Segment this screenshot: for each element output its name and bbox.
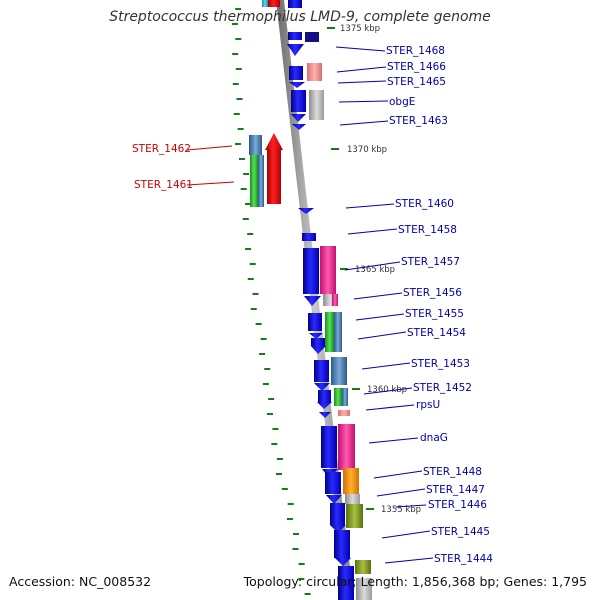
gene-label[interactable]: STER_1457 [401,256,460,268]
gene-label[interactable]: STER_1448 [423,466,482,478]
gene-label[interactable]: STER_1462 [132,143,191,155]
gc-dash [304,593,311,595]
gene-ster1462-arrow [267,150,281,204]
gc-dash [239,158,246,160]
gene-ster1461-color-green [250,155,258,207]
gc-dash [298,578,305,580]
gc-dash [252,293,259,295]
gene-labels: STER_1468 STER_1466 STER_1465 obgE STER_… [132,45,493,565]
gc-dash [240,188,247,190]
gc-dash [244,203,251,205]
gc-dash [272,428,279,430]
gc-dash [259,353,266,355]
gene-label[interactable]: STER_1444 [434,553,493,565]
gc-dash [249,263,256,265]
gc-dash [292,533,299,535]
gc-dash [242,218,249,220]
gc-dash [234,143,241,145]
gene-ster1462-arrowhead [265,133,283,150]
gene-label[interactable]: STER_1468 [386,45,445,57]
gc-dash [235,38,242,40]
gc-dash [262,383,269,385]
map-title: Streptococcus thermophilus LMD-9, comple… [109,9,491,25]
accession-text: Accession: NC_008532 [9,574,152,589]
gene-label[interactable]: STER_1460 [395,198,454,210]
gc-dash [232,83,239,85]
gene-label[interactable]: STER_1453 [411,358,470,370]
tick-label: 1360 kbp [367,385,407,395]
gene-label[interactable]: STER_1447 [426,484,485,496]
gene-label[interactable]: STER_1466 [387,61,446,73]
tick-label: 1355 kbp [381,505,421,515]
gc-dash [231,23,238,25]
tick-label: 1365 kbp [355,265,395,275]
topology-text: Topology: circular; Length: 1,856,368 bp… [243,574,587,589]
gc-dash [276,473,283,475]
gc-dash [286,518,293,520]
gc-dash [281,488,288,490]
gc-content-track [231,8,311,595]
gc-dash [271,443,278,445]
gene-ster1461-color-steel [249,135,262,155]
gene-label[interactable]: STER_1445 [431,526,490,538]
gene-ster1461-color-steel2 [258,155,264,207]
gc-dash [247,278,254,280]
gc-dash [247,233,254,235]
gene-label[interactable]: STER_1463 [389,115,448,127]
gene-label[interactable]: STER_1454 [407,327,466,339]
gc-dash [264,368,271,370]
gene-label[interactable]: STER_1458 [398,224,457,236]
gc-dash [266,413,273,415]
gc-dash [260,338,267,340]
gene-label[interactable]: STER_1461 [134,179,193,191]
tick-label: 1375 kbp [340,24,380,34]
gc-dash [250,308,257,310]
gc-dash [298,563,305,565]
plus-strand-track [249,0,283,207]
minus-strand-track [287,0,372,600]
gc-dash [268,398,275,400]
gc-dash [292,548,299,550]
gene-label[interactable]: obgE [389,96,415,108]
gc-dash [255,323,262,325]
gc-dash [287,503,294,505]
gene-label[interactable]: STER_1446 [428,499,487,511]
gene-label[interactable]: rpsU [416,399,440,411]
gc-dash [243,173,250,175]
gene-top-red [268,0,280,7]
gene-label[interactable]: STER_1465 [387,76,446,88]
position-ticks: 1375 kbp 1370 kbp 1365 kbp 1360 kbp 1355… [327,24,421,515]
gene-top-cyan [262,0,268,7]
gc-dash [276,458,283,460]
gc-dash [235,68,242,70]
gc-dash [236,98,243,100]
tick-label: 1370 kbp [347,145,387,155]
gene-label[interactable]: STER_1455 [405,308,464,320]
gene-label[interactable]: STER_1456 [403,287,462,299]
gene-label[interactable]: dnaG [420,432,448,444]
gc-dash [245,248,252,250]
gc-dash [237,128,244,130]
gene-label[interactable]: STER_1452 [413,382,472,394]
gc-dash [232,53,239,55]
gc-dash [233,113,240,115]
gc-dash [235,8,242,10]
